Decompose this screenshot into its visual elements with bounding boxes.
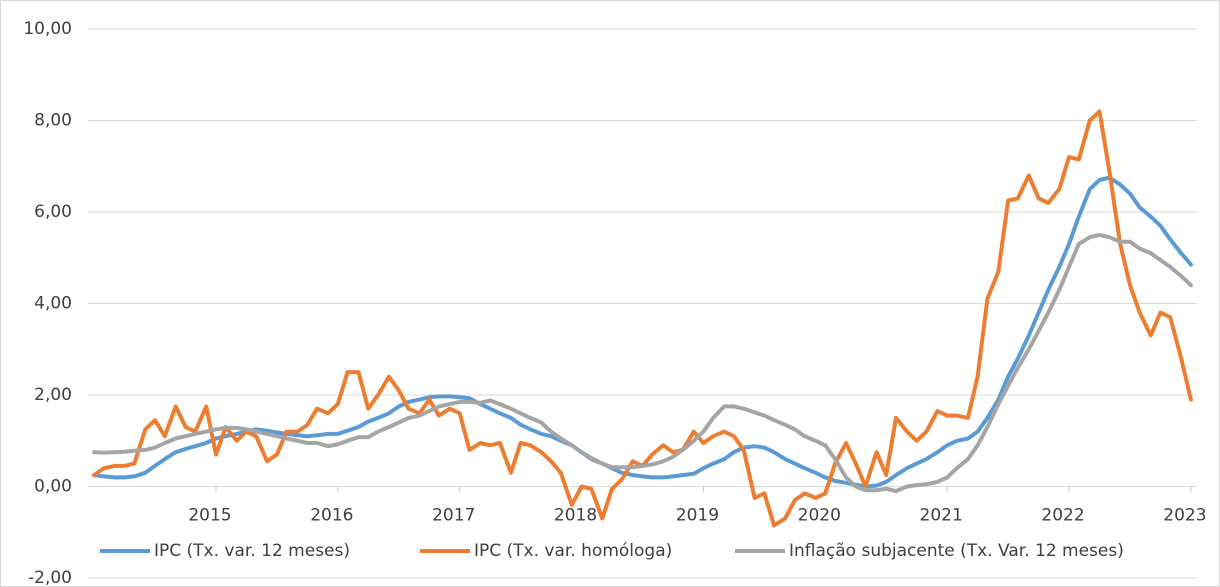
x-tick-label: 2021 [920, 506, 963, 526]
series-line [92, 175, 1193, 489]
x-tick-label: 2020 [798, 506, 841, 526]
x-tick-label: 2018 [554, 506, 597, 526]
legend-label: IPC (Tx. var. homóloga) [474, 541, 672, 561]
y-tick-label: 0,00 [34, 477, 72, 497]
y-tick-label: 6,00 [34, 202, 72, 222]
legend-label: IPC (Tx. var. 12 meses) [154, 541, 350, 561]
x-tick-label: 2015 [188, 506, 231, 526]
x-tick-label: 2022 [1041, 506, 1084, 526]
y-tick-label: 2,00 [34, 385, 72, 405]
y-tick-label: -2,00 [28, 568, 72, 587]
y-tick-label: 4,00 [34, 294, 72, 314]
series-line [92, 232, 1193, 494]
x-tick-label: 2016 [310, 506, 353, 526]
x-tick-label: 2023 [1163, 506, 1206, 526]
y-tick-label: 8,00 [34, 111, 72, 131]
y-tick-label: 10,00 [23, 19, 72, 39]
x-tick-label: 2019 [676, 506, 719, 526]
x-tick-label: 2017 [432, 506, 475, 526]
legend-label: Inflação subjacente (Tx. Var. 12 meses) [789, 541, 1124, 561]
